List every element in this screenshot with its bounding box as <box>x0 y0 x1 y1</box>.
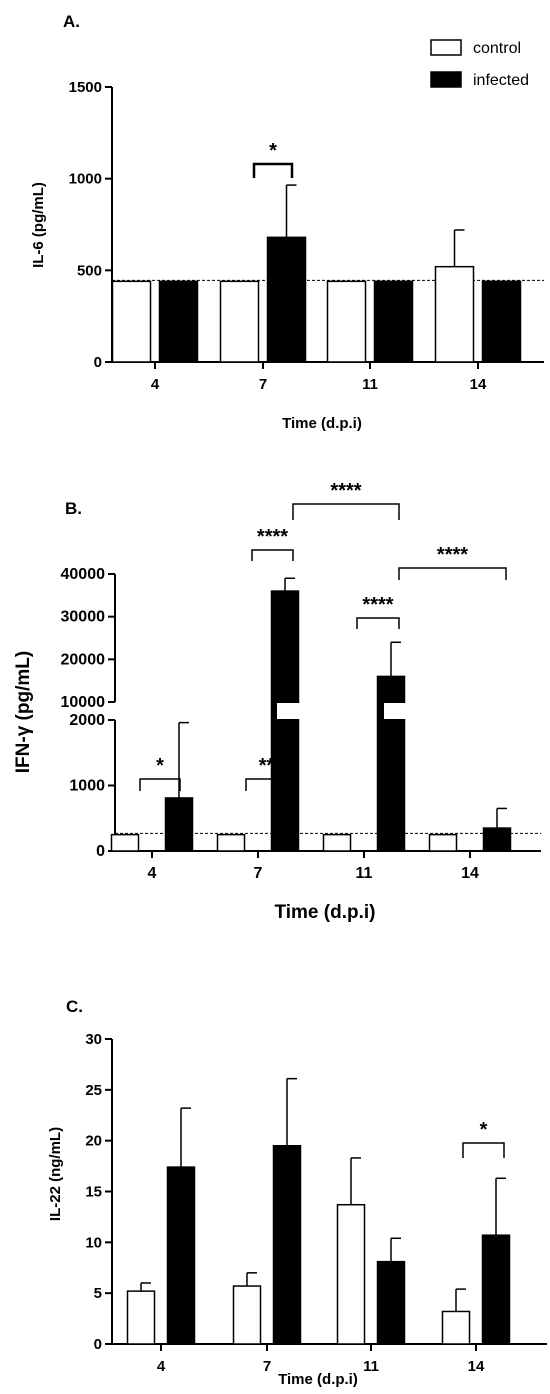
y-axis-title-b: IFN-γ (pg/mL) <box>13 651 34 773</box>
significance-marker: **** <box>362 594 393 616</box>
bar-control-7 <box>216 833 246 852</box>
legend: control infected <box>430 39 529 89</box>
legend-swatch-control <box>430 39 462 56</box>
panel-label-c: C. <box>66 997 83 1016</box>
significance-marker: * <box>480 1119 488 1141</box>
x-tick-label: 11 <box>362 376 378 393</box>
y-axis-title-a: IL-6 (pg/mL) <box>30 182 47 268</box>
significance-marker: * <box>156 755 164 777</box>
bar-control-14 <box>428 833 458 852</box>
significance-bracket <box>139 778 181 791</box>
bar-control-4 <box>126 1290 156 1345</box>
significance-bracket <box>462 1142 505 1158</box>
x-tick-label: 4 <box>151 376 160 393</box>
bar-control-4 <box>110 833 140 852</box>
bar-control-7 <box>219 280 260 363</box>
significance-bracket <box>251 549 294 561</box>
bar-infected-14 <box>481 1234 511 1345</box>
y-tick-label: 500 <box>77 262 102 279</box>
bar-infected-11 <box>376 1260 406 1345</box>
y-tick-label: 1500 <box>69 79 102 96</box>
bar-infected-4 <box>164 797 194 852</box>
y-tick-label: 10 <box>85 1234 102 1251</box>
bar-control-11 <box>326 280 367 363</box>
significance-bracket <box>398 567 507 580</box>
significance-bracket <box>292 503 400 520</box>
axis-break-gap <box>277 703 306 719</box>
significance-marker: **** <box>437 544 468 566</box>
x-tick-label: 14 <box>461 865 479 882</box>
bar-infected-11 <box>373 280 414 363</box>
y-tick-label: 20 <box>85 1133 102 1150</box>
bar-control-14 <box>434 265 475 363</box>
bar-control-7 <box>232 1285 262 1345</box>
significance-marker: ** <box>259 755 275 777</box>
bar-infected-7 <box>270 590 300 852</box>
legend-label-control: control <box>473 40 521 57</box>
bar-infected-7 <box>272 1145 302 1345</box>
significance-bracket <box>356 617 400 629</box>
x-tick-label: 11 <box>363 1358 379 1375</box>
y-tick-label: 10000 <box>61 694 106 711</box>
y-tick-label: 1000 <box>69 778 105 795</box>
y-tick-label: 0 <box>94 354 102 371</box>
y-tick-label: 1000 <box>69 171 102 188</box>
x-tick-label: 4 <box>148 865 157 882</box>
x-tick-label: 7 <box>263 1358 271 1375</box>
y-tick-label: 20000 <box>61 651 106 668</box>
significance-marker: **** <box>330 480 361 502</box>
y-tick-label: 40000 <box>61 566 106 583</box>
bar-infected-14 <box>481 280 522 363</box>
x-tick-label: 11 <box>356 865 373 882</box>
bar-infected-11 <box>376 675 406 852</box>
panel-label-b: B. <box>65 499 82 518</box>
y-tick-label: 5 <box>94 1285 102 1302</box>
significance-bracket <box>252 162 294 178</box>
y-tick-label: 15 <box>85 1184 102 1201</box>
bar-infected-4 <box>158 280 199 363</box>
x-axis-title-b: Time (d.p.i) <box>275 902 376 923</box>
significance-marker: **** <box>257 526 288 548</box>
bar-control-11 <box>336 1203 366 1345</box>
bar-control-4 <box>111 280 152 363</box>
legend-swatch-infected <box>430 71 462 88</box>
x-axis-title-a: Time (d.p.i) <box>282 415 362 432</box>
x-axis-title-c: Time (d.p.i) <box>278 1371 358 1388</box>
x-tick-label: 7 <box>259 376 267 393</box>
y-tick-label: 30000 <box>61 609 106 626</box>
y-tick-label: 0 <box>94 1336 102 1353</box>
significance-bracket <box>245 778 288 791</box>
chart-a: 0 500 1000 1500 4 7 11 14 * <box>69 79 544 393</box>
significance-marker: * <box>269 140 277 162</box>
legend-label-infected: infected <box>473 72 529 89</box>
x-tick-label: 4 <box>157 1358 166 1375</box>
bar-control-14 <box>441 1310 471 1345</box>
y-tick-label: 0 <box>96 843 105 860</box>
panel-label-a: A. <box>63 12 80 31</box>
y-tick-label: 2000 <box>69 712 105 729</box>
x-tick-label: 14 <box>468 1358 485 1375</box>
bar-infected-7 <box>266 236 307 363</box>
x-tick-label: 14 <box>470 376 487 393</box>
bar-control-11 <box>322 833 352 852</box>
axis-break-gap <box>384 703 413 719</box>
y-axis-title-c: IL-22 (ng/mL) <box>47 1127 64 1221</box>
bar-infected-14 <box>482 827 512 852</box>
y-tick-label: 30 <box>85 1031 102 1048</box>
bar-infected-4 <box>166 1166 196 1345</box>
x-tick-label: 7 <box>254 865 263 882</box>
y-tick-label: 25 <box>85 1082 102 1099</box>
